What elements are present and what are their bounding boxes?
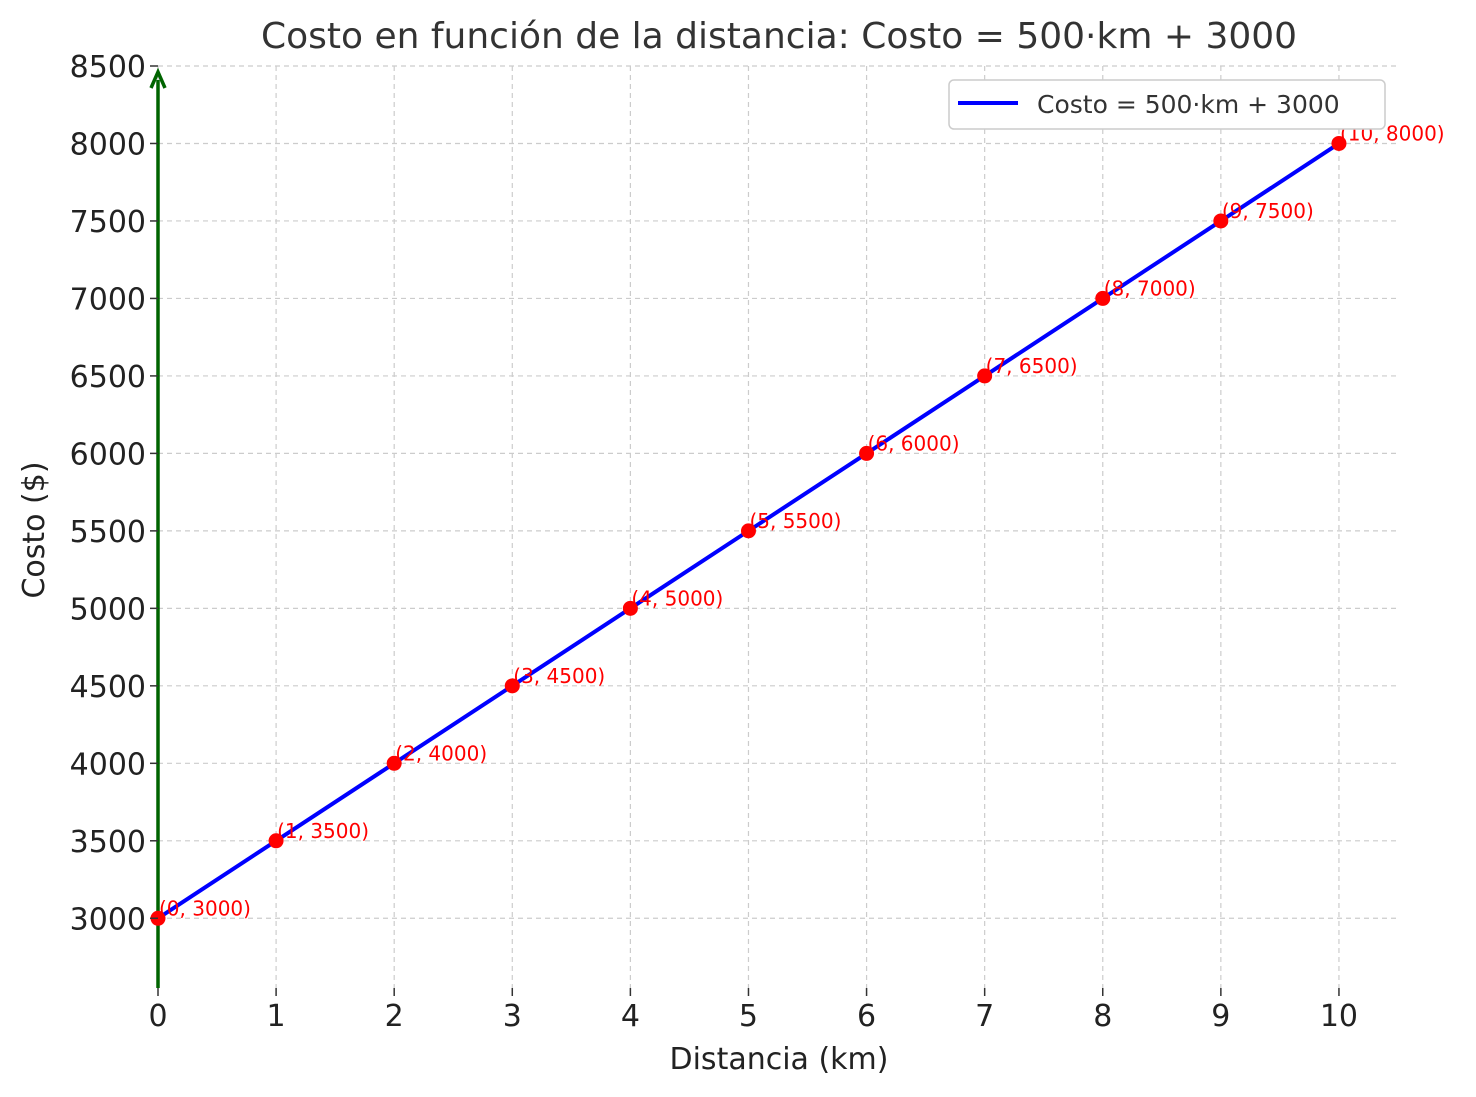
- x-tick-label: 10: [1320, 999, 1358, 1034]
- data-point: [268, 833, 284, 849]
- data-point-label: (1, 3500): [277, 819, 369, 843]
- y-axis-arrowhead: [149, 67, 167, 89]
- tick-labels: 0 1 2 3 4 5 6 7 8 9 10 3000 3500 4000 4500 5000 5500 6000…: [70, 50, 1358, 1034]
- legend-box: [948, 79, 1386, 130]
- data-point: [622, 600, 638, 616]
- y-tick-label: 3500: [70, 825, 146, 860]
- x-tick-label: 9: [1211, 999, 1230, 1034]
- x-tick-label: 3: [503, 999, 522, 1034]
- axes: [149, 67, 167, 988]
- series-layer: [150, 135, 1347, 926]
- x-tick-label: 4: [621, 999, 640, 1034]
- legend: Costo = 500·km + 3000: [948, 79, 1386, 130]
- x-axis-label: Distancia (km): [670, 1042, 889, 1077]
- y-tick-label: 4500: [70, 670, 146, 705]
- data-point: [859, 445, 875, 461]
- point-labels: (0, 3000) (1, 3500) (2, 4000) (3, 4500) (4, …: [159, 121, 1445, 920]
- legend-label: Costo = 500·km + 3000: [1037, 90, 1340, 119]
- x-tick-label: 0: [148, 999, 167, 1034]
- data-point-label: (6, 6000): [868, 431, 960, 455]
- data-point-label: (9, 7500): [1222, 199, 1314, 223]
- x-tick-label: 6: [857, 999, 876, 1034]
- x-tick-label: 2: [385, 999, 404, 1034]
- y-axis-label: Costo ($): [17, 461, 52, 598]
- y-tick-label: 5500: [70, 515, 146, 550]
- y-tick-label: 4000: [70, 747, 146, 782]
- data-point-label: (8, 7000): [1104, 276, 1196, 300]
- data-point-label: (3, 4500): [513, 664, 605, 688]
- y-tick-label: 6500: [70, 360, 146, 395]
- data-point-label: (0, 3000): [159, 896, 251, 920]
- data-point: [1331, 135, 1347, 151]
- y-tick-label: 6000: [70, 437, 146, 472]
- data-point: [1213, 213, 1229, 229]
- y-tick-label: 7000: [70, 282, 146, 317]
- y-tick-label: 8000: [70, 127, 146, 162]
- x-tick-label: 5: [739, 999, 758, 1034]
- y-tick-label: 8500: [70, 50, 146, 85]
- chart-title: Costo en función de la distancia: Costo …: [261, 16, 1297, 57]
- data-point-label: (2, 4000): [395, 741, 487, 765]
- x-tick-label: 8: [1093, 999, 1112, 1034]
- y-tick-label: 7500: [70, 205, 146, 240]
- x-tick-label: 1: [267, 999, 286, 1034]
- data-point-label: (4, 5000): [631, 586, 723, 610]
- data-point: [740, 523, 756, 539]
- data-point: [386, 755, 402, 771]
- data-point-label: (5, 5500): [749, 509, 841, 533]
- x-tick-label: 7: [975, 999, 994, 1034]
- data-point: [977, 368, 993, 384]
- data-point: [1095, 290, 1111, 306]
- y-tick-label: 5000: [70, 592, 146, 627]
- data-point: [504, 678, 520, 694]
- data-point-label: (7, 6500): [986, 354, 1078, 378]
- y-tick-label: 3000: [70, 902, 146, 937]
